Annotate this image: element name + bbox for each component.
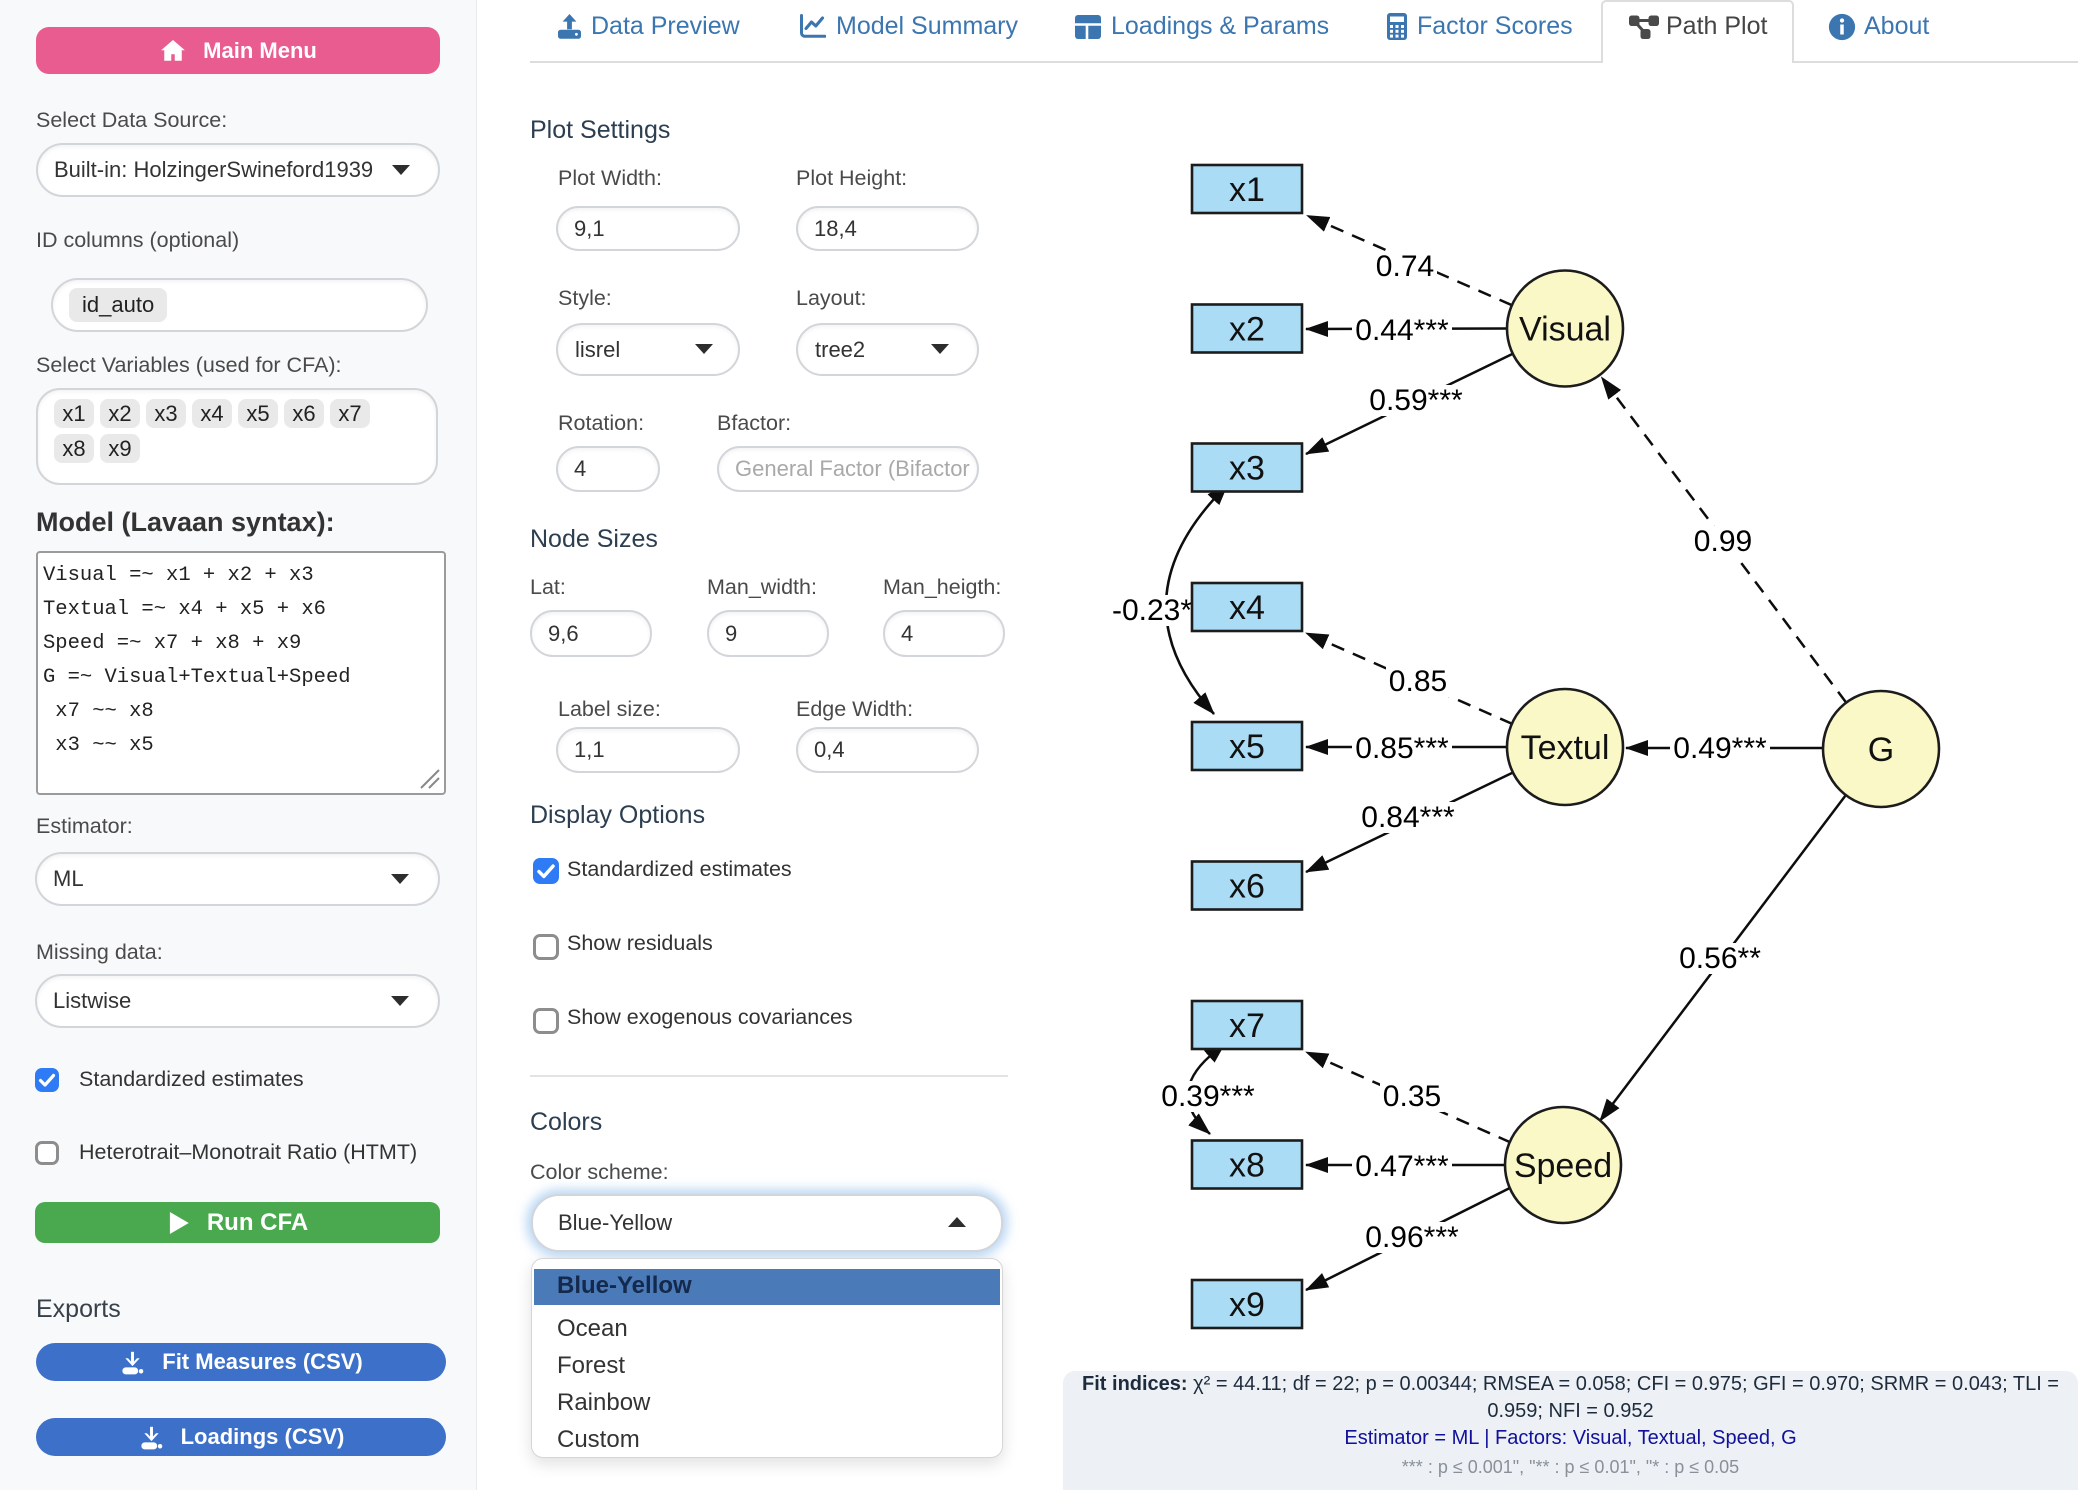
svg-text:G: G [1868, 731, 1894, 769]
svg-text:0.49***: 0.49*** [1673, 732, 1767, 765]
svg-text:x5: x5 [1229, 728, 1265, 766]
svg-text:0.85***: 0.85*** [1355, 732, 1449, 765]
svg-text:0.59***: 0.59*** [1369, 384, 1463, 417]
svg-text:Speed: Speed [1514, 1147, 1612, 1185]
svg-text:x2: x2 [1229, 311, 1265, 349]
svg-text:x3: x3 [1229, 450, 1265, 488]
svg-text:0.47***: 0.47*** [1355, 1150, 1449, 1183]
svg-text:x9: x9 [1229, 1286, 1265, 1324]
svg-text:Textul: Textul [1521, 729, 1610, 767]
svg-text:Visual: Visual [1519, 311, 1611, 349]
svg-text:0.96***: 0.96*** [1365, 1221, 1459, 1254]
svg-text:x6: x6 [1229, 868, 1265, 906]
svg-text:0.99: 0.99 [1694, 525, 1752, 558]
svg-text:0.85: 0.85 [1389, 665, 1447, 698]
svg-text:x1: x1 [1229, 171, 1265, 209]
svg-text:0.35: 0.35 [1383, 1080, 1441, 1113]
svg-text:0.56**: 0.56** [1679, 942, 1761, 975]
svg-text:x8: x8 [1229, 1147, 1265, 1185]
svg-text:0.39***: 0.39*** [1161, 1080, 1255, 1113]
svg-text:0.84***: 0.84*** [1361, 801, 1455, 834]
svg-text:-0.23*: -0.23* [1112, 594, 1192, 627]
svg-text:x4: x4 [1229, 589, 1265, 627]
svg-text:0.74: 0.74 [1376, 250, 1434, 283]
svg-text:0.44***: 0.44*** [1355, 314, 1449, 347]
svg-text:x7: x7 [1229, 1007, 1265, 1045]
